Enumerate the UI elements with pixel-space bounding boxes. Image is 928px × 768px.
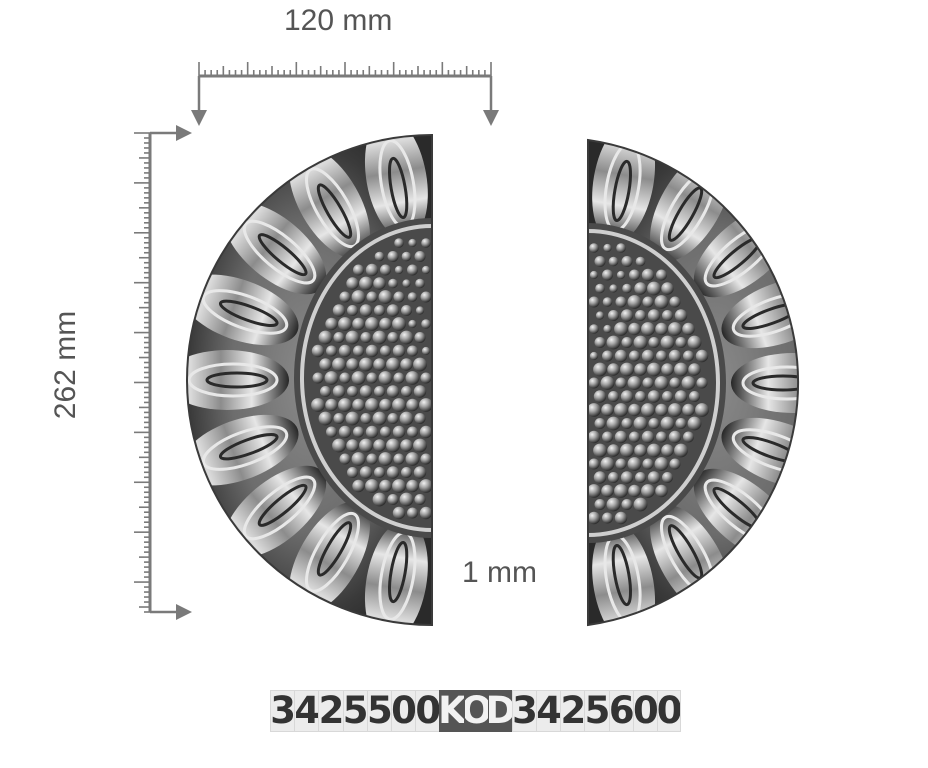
width-ruler (191, 62, 499, 126)
thickness-dimension-label: 1 mm (462, 556, 537, 589)
code-digit: 4 (536, 690, 561, 732)
code-digit: 0 (415, 690, 440, 732)
width-dimension-label: 120 mm (284, 4, 393, 37)
arrow-head-icon (176, 604, 192, 620)
code-digit: 0 (657, 690, 682, 732)
code-key-letter: O (463, 690, 488, 732)
code-digit: 4 (294, 690, 319, 732)
code-digit: 2 (318, 690, 343, 732)
code-key-letter: K (439, 690, 464, 732)
height-dimension-label: 262 mm (49, 310, 82, 420)
code-digit: 3 (270, 690, 295, 732)
code-digit: 3 (511, 690, 537, 732)
arrow-head-icon (191, 110, 207, 126)
code-key-letter: D (487, 690, 512, 732)
code-digit: 2 (560, 690, 585, 732)
code-digit: 5 (342, 690, 367, 732)
code-digit: 5 (584, 690, 609, 732)
code-digit: 6 (608, 690, 633, 732)
code-digit: 0 (632, 690, 657, 732)
height-ruler (134, 125, 192, 620)
arrow-head-icon (176, 125, 192, 141)
arrow-head-icon (483, 110, 499, 126)
code-digit: 5 (366, 690, 391, 732)
product-code-bar: 3 4 2 5 5 0 0 K O D 3 4 2 5 6 0 0 (270, 690, 682, 732)
code-digit: 0 (390, 690, 416, 732)
